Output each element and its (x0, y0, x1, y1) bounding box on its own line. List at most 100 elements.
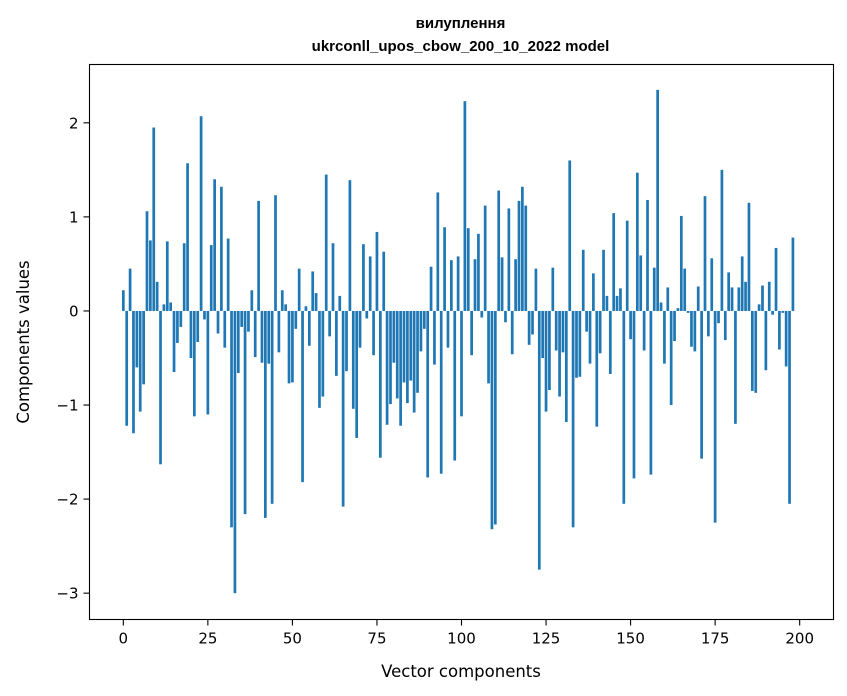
bar (192, 310, 196, 417)
bar (500, 257, 504, 311)
bar (663, 310, 666, 364)
bar (720, 169, 724, 311)
bar (507, 208, 511, 311)
bar (602, 249, 605, 311)
bar (666, 287, 670, 311)
bar (456, 256, 460, 311)
bar (504, 310, 507, 323)
bar (280, 290, 284, 311)
bar (422, 310, 426, 329)
bar (324, 174, 328, 311)
bar (649, 310, 653, 475)
bar (277, 310, 281, 353)
bar (402, 310, 406, 383)
x-axis-label: Vector components (381, 662, 541, 681)
bar (673, 310, 676, 342)
bar (220, 186, 223, 311)
bar (348, 180, 352, 311)
bar (551, 267, 555, 311)
bar (453, 310, 457, 461)
bar (632, 310, 636, 479)
bar (510, 310, 514, 355)
bar (159, 310, 162, 465)
bar (629, 310, 632, 340)
bar (669, 310, 673, 406)
bar (257, 200, 260, 311)
bar (439, 310, 443, 474)
bar (223, 310, 227, 348)
bar (554, 310, 558, 351)
bar (311, 271, 315, 311)
bar (426, 310, 430, 478)
x-tick-label: 125 (532, 630, 561, 648)
bar (636, 172, 639, 311)
bar (737, 287, 741, 311)
bar (362, 244, 365, 311)
bar (497, 190, 501, 311)
bar (121, 290, 125, 311)
bar (730, 287, 734, 311)
bar (652, 267, 656, 311)
bar (676, 308, 680, 311)
bar (477, 233, 480, 311)
bar (625, 220, 629, 311)
bar (771, 310, 774, 315)
bar (548, 310, 551, 390)
bar (717, 310, 720, 324)
bar (747, 202, 751, 311)
bar (409, 310, 413, 381)
y-axis-label: Components values (14, 260, 33, 423)
bar (345, 310, 348, 372)
bar (578, 310, 582, 377)
chart-subtitle: ukrconll_upos_cbow_200_10_2022 model (312, 38, 610, 55)
bar (764, 310, 768, 371)
bar (260, 310, 264, 363)
bar (365, 310, 369, 319)
bar (176, 310, 179, 343)
bar (713, 310, 717, 523)
bar (564, 310, 568, 422)
bar (517, 200, 521, 311)
bar (450, 260, 453, 311)
bar (740, 256, 744, 311)
x-tick-label: 50 (283, 630, 302, 648)
bar (226, 238, 230, 311)
bar (318, 310, 321, 408)
y-axis-ticks: −3 −2 −1 0 1 2 (56, 114, 90, 603)
bar (571, 310, 575, 528)
bar (304, 306, 308, 311)
bar (264, 310, 267, 518)
bar (382, 251, 386, 311)
bar (605, 295, 609, 311)
bar (514, 259, 517, 311)
bar (646, 199, 649, 311)
bar (138, 310, 142, 412)
bar (750, 310, 754, 391)
bar (544, 310, 548, 412)
bar (470, 310, 473, 356)
bar (247, 310, 250, 332)
x-tick-label: 75 (367, 630, 386, 648)
bar (487, 310, 490, 384)
bar (250, 290, 254, 311)
bar (615, 295, 619, 311)
bar (132, 310, 135, 434)
bar (368, 256, 372, 311)
y-tick-label: −1 (56, 397, 78, 415)
bar (321, 310, 325, 397)
bar (703, 196, 707, 311)
bar (788, 310, 791, 504)
bar (243, 310, 247, 515)
bar (791, 237, 795, 311)
bar (683, 268, 687, 311)
bar (558, 310, 561, 397)
bar (659, 302, 663, 311)
bar (642, 310, 646, 351)
bar (473, 259, 477, 311)
bar (463, 101, 467, 311)
bar (155, 281, 159, 311)
bar (612, 213, 616, 311)
bar (358, 310, 362, 348)
bar (135, 310, 139, 368)
bar (240, 310, 244, 327)
